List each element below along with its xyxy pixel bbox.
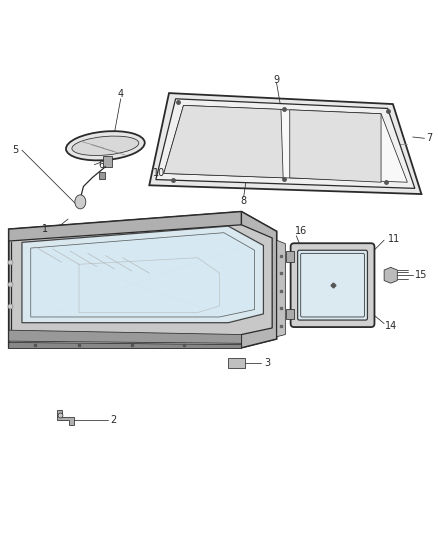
- Polygon shape: [289, 110, 380, 182]
- Text: 2: 2: [110, 415, 117, 425]
- Text: 6: 6: [98, 160, 104, 169]
- Text: 4: 4: [117, 90, 124, 100]
- Bar: [103, 156, 112, 167]
- Polygon shape: [9, 212, 276, 348]
- FancyBboxPatch shape: [290, 243, 374, 327]
- Bar: [99, 173, 105, 179]
- Polygon shape: [9, 212, 241, 241]
- Bar: [286, 251, 293, 262]
- FancyBboxPatch shape: [297, 251, 367, 320]
- Text: 11: 11: [387, 234, 399, 244]
- Text: 14: 14: [384, 321, 396, 331]
- Bar: [286, 309, 293, 319]
- Text: 5: 5: [12, 145, 18, 155]
- Polygon shape: [149, 93, 420, 194]
- Text: 7: 7: [425, 133, 431, 143]
- Text: 15: 15: [414, 270, 426, 280]
- Bar: [228, 358, 244, 368]
- Polygon shape: [22, 226, 263, 322]
- Polygon shape: [276, 240, 285, 337]
- Polygon shape: [241, 212, 276, 348]
- Polygon shape: [163, 106, 406, 182]
- Ellipse shape: [72, 136, 138, 156]
- Polygon shape: [9, 330, 241, 343]
- Polygon shape: [9, 342, 241, 349]
- Polygon shape: [31, 233, 254, 317]
- Polygon shape: [57, 410, 74, 425]
- Ellipse shape: [74, 195, 86, 209]
- Text: 3: 3: [264, 358, 270, 368]
- Text: 1: 1: [42, 224, 48, 234]
- Text: 9: 9: [273, 75, 279, 85]
- Polygon shape: [383, 268, 396, 283]
- Polygon shape: [163, 106, 283, 178]
- Ellipse shape: [66, 131, 145, 160]
- Polygon shape: [155, 99, 414, 188]
- Text: 10: 10: [152, 168, 165, 179]
- Text: 16: 16: [294, 227, 307, 236]
- Text: 8: 8: [240, 196, 246, 206]
